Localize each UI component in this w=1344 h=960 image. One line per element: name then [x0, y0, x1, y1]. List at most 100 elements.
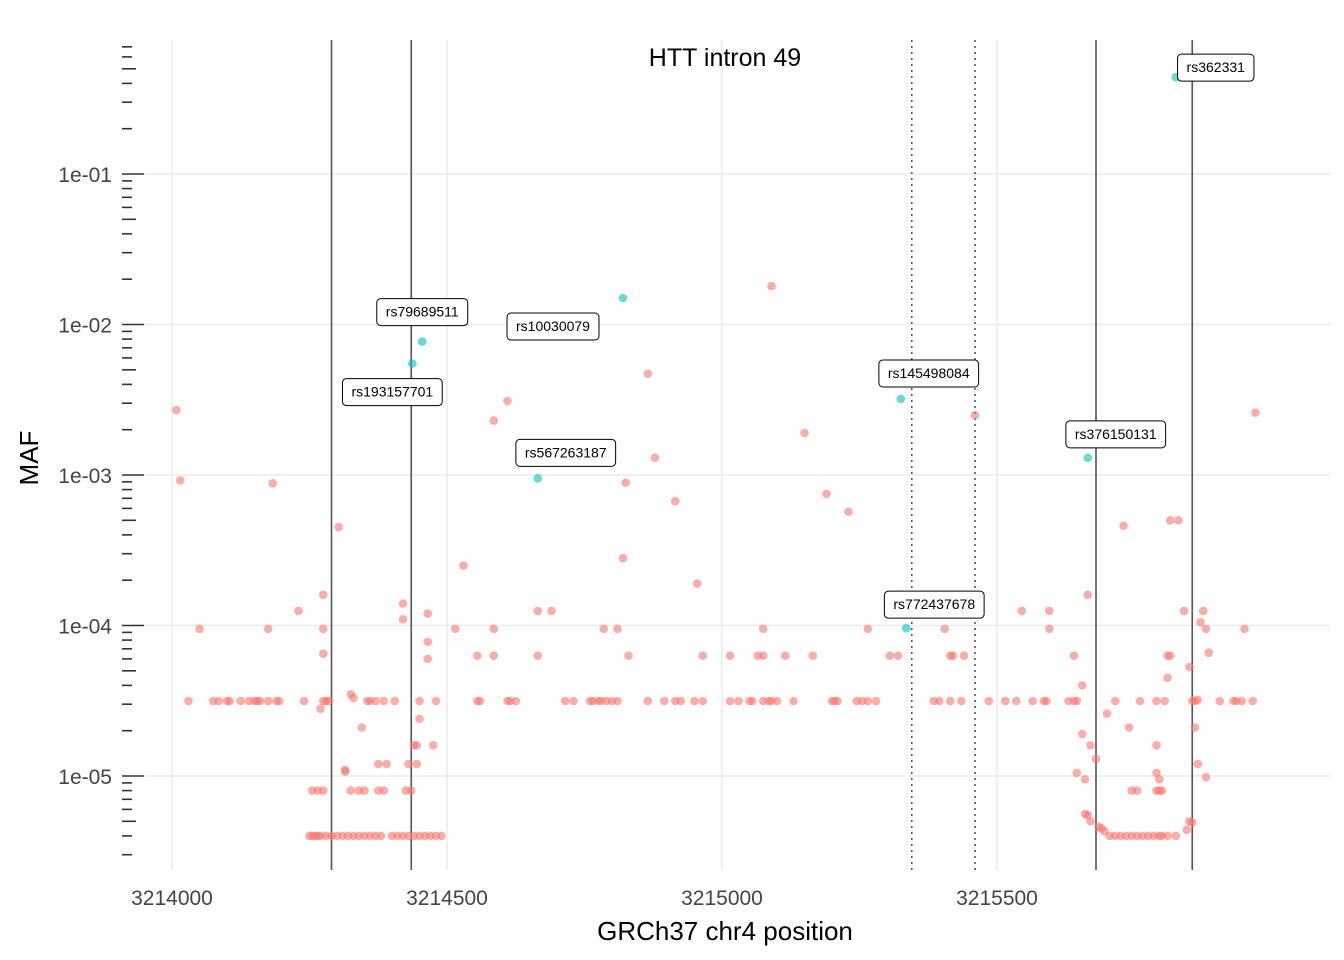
snp-point	[956, 696, 966, 706]
snp-point	[800, 428, 809, 438]
snp-point	[172, 405, 181, 415]
snp-point	[1163, 673, 1172, 682]
snp-point	[1163, 831, 1172, 841]
snp-point	[334, 522, 343, 532]
snp-point	[1099, 826, 1109, 836]
snp-point	[398, 614, 408, 624]
snp-label: rs193157701	[341, 378, 443, 407]
snp-point	[698, 651, 708, 660]
x-tick-label: 3215000	[681, 887, 763, 910]
snp-point	[225, 696, 235, 706]
snp-point	[1028, 696, 1038, 706]
snp-point	[1110, 696, 1120, 706]
snp-point	[1196, 618, 1205, 627]
snp-point	[808, 651, 818, 660]
labeled-snp-point	[533, 474, 543, 483]
snp-point	[690, 696, 699, 706]
snp-point	[195, 624, 204, 634]
snp-point	[1000, 696, 1010, 706]
snp-point	[547, 606, 556, 616]
labeled-snp-point	[618, 293, 628, 303]
snp-point	[412, 740, 422, 750]
snp-point	[316, 704, 325, 714]
snp-point	[863, 624, 873, 634]
snp-point	[871, 696, 881, 706]
snp-point	[299, 696, 309, 706]
x-tick-label: 3215500	[956, 887, 1038, 910]
snp-point	[767, 281, 776, 291]
x-tick-label: 3214000	[131, 887, 213, 910]
snp-point	[318, 786, 328, 795]
snp-label: rs772437678	[883, 590, 985, 619]
snp-point	[437, 831, 446, 841]
snp-point	[349, 693, 358, 703]
snp-point	[1193, 759, 1203, 769]
y-axis-title: MAF	[14, 431, 44, 486]
snp-point	[1174, 516, 1183, 525]
snp-label-box	[1177, 53, 1255, 82]
snp-point	[844, 507, 853, 517]
snp-point	[1154, 775, 1164, 784]
snp-point	[934, 696, 944, 706]
snp-point	[489, 416, 499, 425]
snp-point	[236, 696, 246, 706]
snp-point	[398, 599, 408, 608]
snp-point	[423, 654, 433, 664]
snp-point	[948, 651, 958, 660]
snp-point	[431, 696, 441, 706]
snp-point	[357, 723, 367, 732]
snp-label-text: rs145498084	[888, 365, 970, 381]
snp-point	[1240, 624, 1249, 634]
snp-point	[1204, 648, 1214, 657]
snp-label: rs145498084	[878, 359, 980, 388]
snp-point	[1102, 709, 1112, 718]
snp-point	[1182, 825, 1192, 834]
snp-point	[346, 786, 356, 795]
snp-point	[214, 696, 224, 706]
snp-point	[676, 696, 686, 706]
snp-point	[428, 740, 438, 750]
snp-point	[885, 651, 895, 660]
snp-point	[1201, 624, 1211, 634]
snp-point	[1152, 696, 1161, 706]
y-tick-label: 1e-05	[58, 766, 112, 789]
snp-point	[945, 696, 955, 706]
snp-point	[1069, 651, 1079, 660]
snp-point	[1179, 606, 1189, 616]
y-minor-ticks	[122, 46, 144, 856]
snp-point	[533, 606, 543, 616]
snp-point	[599, 624, 609, 634]
x-axis-title: GRCh37 chr4 position	[597, 916, 853, 946]
grid-lines	[145, 40, 1330, 870]
snp-point	[613, 696, 622, 706]
snp-point	[1083, 590, 1093, 600]
snp-point	[318, 590, 328, 600]
snp-label: rs10030079	[506, 312, 600, 341]
snp-point	[263, 624, 273, 634]
snp-point	[376, 831, 386, 841]
snp-point	[984, 696, 994, 706]
snp-point	[1042, 696, 1051, 706]
snp-point	[618, 553, 628, 563]
snp-point	[379, 696, 389, 706]
snp-point	[511, 696, 521, 706]
snp-label-text: rs376150131	[1075, 426, 1157, 442]
labeled-snp-point	[1083, 453, 1093, 463]
snp-point	[404, 759, 413, 769]
chart-title: HTT intron 49	[649, 44, 801, 72]
snp-point	[970, 410, 980, 420]
snp-point	[1119, 521, 1128, 531]
snp-point	[780, 651, 790, 660]
snp-point	[833, 696, 842, 706]
labeled-snp-point	[901, 623, 911, 633]
snp-point	[379, 786, 389, 795]
snp-point	[373, 759, 383, 769]
labeled-snp-point	[417, 337, 427, 346]
snp-point	[340, 767, 350, 776]
snp-point	[758, 624, 768, 634]
snp-point	[725, 696, 735, 706]
snp-point	[1124, 723, 1134, 732]
snp-point	[1086, 817, 1095, 826]
snp-point	[255, 696, 265, 706]
snp-point	[1011, 696, 1021, 706]
